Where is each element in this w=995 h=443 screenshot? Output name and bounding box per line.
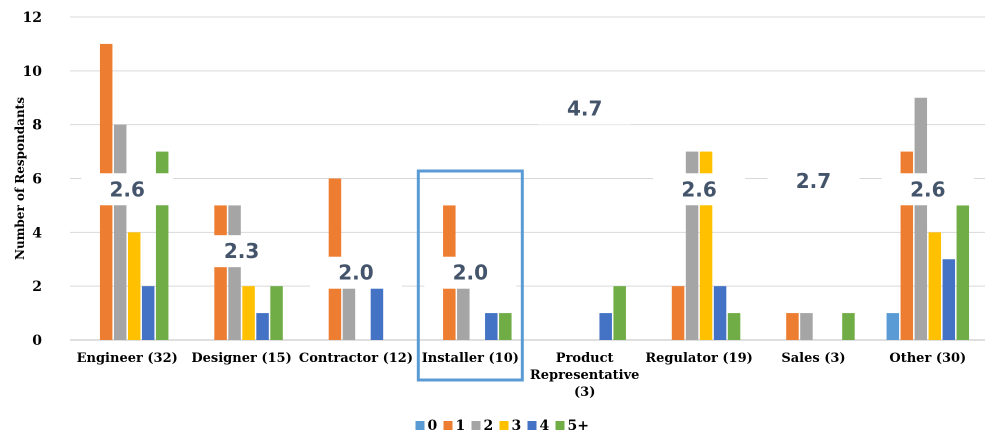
- bar-4-2: [370, 286, 384, 340]
- bar-4-0: [141, 286, 155, 340]
- bar-2-1: [228, 205, 241, 340]
- bar-4-1: [256, 313, 269, 340]
- legend-label: 1: [456, 418, 466, 434]
- bar-5+-5: [727, 313, 741, 340]
- y-tick-label: 6: [32, 172, 42, 188]
- bar-4-5: [713, 286, 727, 340]
- bar-5+-6: [842, 313, 855, 340]
- average-label-bg: [195, 235, 288, 268]
- bar-3-0: [127, 232, 141, 340]
- legend-label: 0: [428, 418, 438, 434]
- x-tick-label: Contractor (12): [299, 351, 413, 366]
- y-axis-ticks: 0 2 4 6 8 10 12: [23, 10, 43, 349]
- y-tick-label: 10: [23, 64, 43, 80]
- legend-swatch: [527, 421, 537, 430]
- x-tick-label: Product Representative (3): [530, 351, 640, 400]
- bar-2-6: [800, 313, 813, 340]
- y-axis-label: Number of Respondants: [13, 97, 27, 260]
- average-label: 2.6: [910, 177, 945, 201]
- bar-5+-1: [270, 286, 283, 340]
- x-tick-label: Engineer (32): [77, 351, 178, 366]
- highlight-rectangle: [416, 169, 524, 382]
- average-label: 2.0: [453, 261, 488, 285]
- average-label-bg: [309, 256, 402, 289]
- bar-4-7: [942, 259, 956, 340]
- average-label: 2.0: [338, 261, 373, 285]
- average-label-bg: [881, 173, 974, 206]
- average-label: 2.7: [796, 169, 831, 193]
- y-tick-label: 8: [32, 118, 42, 134]
- legend-swatch: [499, 421, 509, 430]
- category-labels: Engineer (32) Designer (15) Contractor (12…: [77, 351, 967, 400]
- average-label: 4.7: [567, 97, 602, 121]
- bar-2-0: [113, 124, 127, 341]
- average-label-bg: [538, 92, 631, 125]
- bar-5+-4: [613, 286, 626, 340]
- average-labels: 2.6 2.3 2.0 2.0 4.7 2.6 2.7 2.6: [81, 92, 974, 289]
- y-tick-label: 2: [32, 279, 42, 295]
- average-label: 2.3: [224, 239, 259, 263]
- legend-label: 3: [512, 418, 522, 434]
- x-tick-label: Regulator (19): [645, 351, 752, 366]
- y-tick-label: 12: [23, 10, 42, 26]
- bar-2-3: [457, 286, 470, 340]
- x-tick-label: Designer (15): [191, 351, 291, 366]
- highlight-box: [416, 169, 524, 382]
- legend-swatch: [443, 421, 453, 430]
- bar-0-7: [886, 313, 900, 340]
- average-label-bg: [81, 173, 174, 206]
- legend-swatch: [555, 421, 565, 430]
- x-tick-label: Other (30): [889, 351, 966, 366]
- legend-swatch: [415, 421, 425, 430]
- average-label: 2.6: [109, 177, 144, 201]
- average-label: 2.6: [681, 177, 716, 201]
- bar-3-7: [928, 232, 942, 340]
- legend-label: 5+: [568, 418, 589, 434]
- average-label-bg: [424, 256, 517, 289]
- bar-1-5: [671, 286, 685, 340]
- x-tick-label: Sales (3): [781, 351, 845, 366]
- legend-swatch: [471, 421, 481, 430]
- average-label-bg: [653, 173, 746, 206]
- y-tick-label: 4: [32, 225, 42, 241]
- bar-5+-7: [956, 205, 970, 340]
- x-tick-label: Installer (10): [422, 351, 519, 366]
- bar-1-6: [786, 313, 799, 340]
- bar-5+-3: [499, 313, 512, 340]
- bar-2-7: [914, 97, 928, 340]
- bar-2-2: [342, 286, 356, 340]
- legend-label: 2: [484, 418, 494, 434]
- legend-label: 4: [540, 418, 550, 434]
- average-label-bg: [767, 165, 860, 198]
- legend: 0 1 2 3 4 5+: [415, 418, 589, 434]
- bar-3-1: [242, 286, 255, 340]
- bar-1-1: [214, 205, 227, 340]
- y-tick-label: 0: [32, 333, 42, 349]
- bar-4-4: [599, 313, 612, 340]
- bar-4-3: [485, 313, 498, 340]
